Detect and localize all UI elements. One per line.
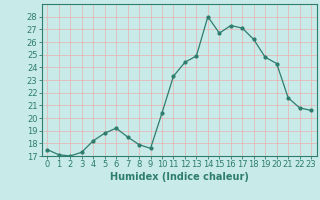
X-axis label: Humidex (Indice chaleur): Humidex (Indice chaleur) bbox=[110, 172, 249, 182]
